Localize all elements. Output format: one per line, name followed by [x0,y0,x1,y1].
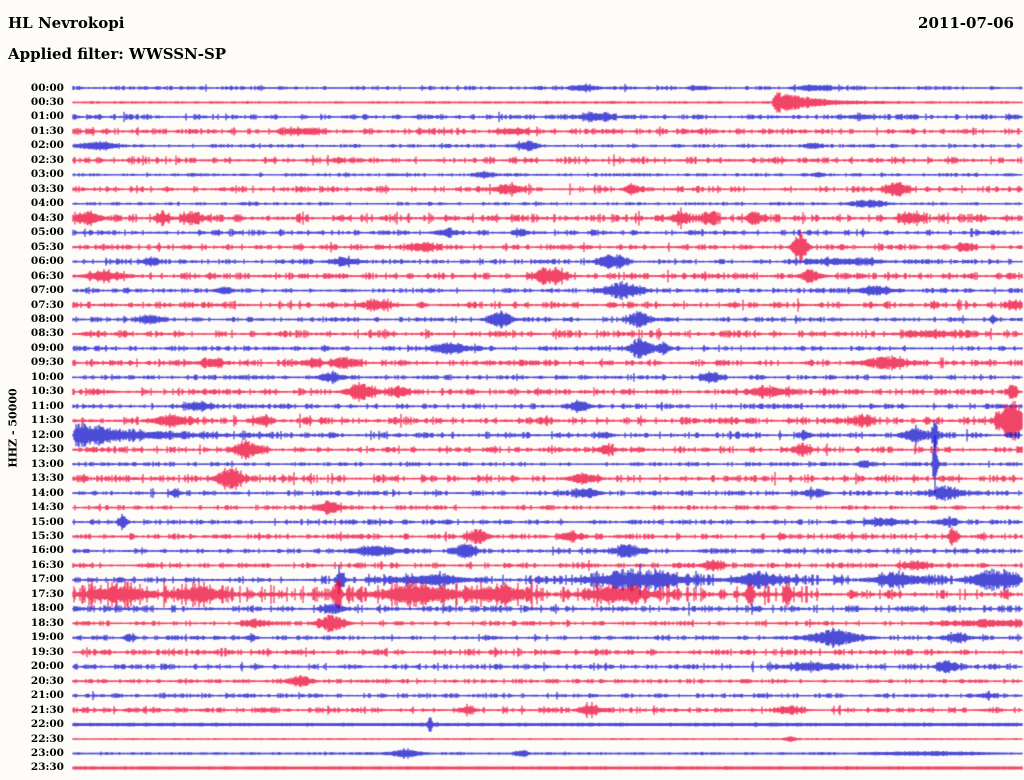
record-date: 2011-07-06 [918,14,1014,32]
time-label: 20:30 [30,674,64,687]
time-label: 03:30 [30,182,64,195]
time-label: 02:30 [30,153,64,166]
time-label: 20:00 [30,660,64,673]
time-label: 11:00 [30,399,64,412]
time-label: 04:30 [30,211,64,224]
time-label: 08:30 [30,327,64,340]
time-label: 19:30 [30,645,64,658]
time-label: 10:30 [30,385,64,398]
time-label: 06:30 [30,269,64,282]
time-label: 10:00 [30,370,64,383]
time-label: 23:00 [30,747,64,760]
time-label: 14:30 [30,501,64,514]
time-label: 00:00 [30,81,64,94]
time-label: 22:00 [30,718,64,731]
time-label: 09:00 [30,341,64,354]
time-label: 06:00 [30,255,64,268]
time-label: 11:30 [30,414,64,427]
time-label: 12:30 [30,443,64,456]
time-label: 01:00 [30,110,64,123]
channel-scale-label: HHZ - 50000 [6,388,20,468]
time-label: 14:00 [30,486,64,499]
time-label: 15:30 [30,530,64,542]
time-label: 12:00 [30,428,64,441]
time-label: 16:30 [30,558,64,571]
time-label: 18:30 [30,616,64,629]
time-label: 08:00 [30,312,64,325]
time-label: 19:00 [30,631,64,644]
time-label: 01:30 [30,124,64,137]
time-label: 00:30 [30,95,64,108]
time-label: 13:00 [30,457,64,470]
time-label: 07:00 [30,284,64,297]
time-label: 23:30 [30,761,64,774]
station-title: HL Nevrokopi [8,14,125,32]
time-label: 21:00 [30,689,64,702]
time-label: 17:30 [30,587,64,600]
time-label: 16:00 [30,544,64,557]
time-label: 07:30 [30,298,64,311]
applied-filter-label: Applied filter: WWSSN-SP [8,45,227,63]
time-label: 02:00 [30,139,64,152]
time-label: 13:30 [30,472,64,485]
time-label: 18:00 [30,602,64,615]
time-label: 03:00 [30,168,64,181]
time-label: 15:00 [30,515,64,528]
time-label: 21:30 [30,703,64,716]
time-label: 05:30 [30,240,64,253]
time-label: 04:00 [30,197,64,210]
time-label: 17:00 [30,573,64,586]
time-label: 05:00 [30,226,64,239]
time-label: 09:30 [30,356,64,369]
time-label: 22:30 [30,732,64,745]
